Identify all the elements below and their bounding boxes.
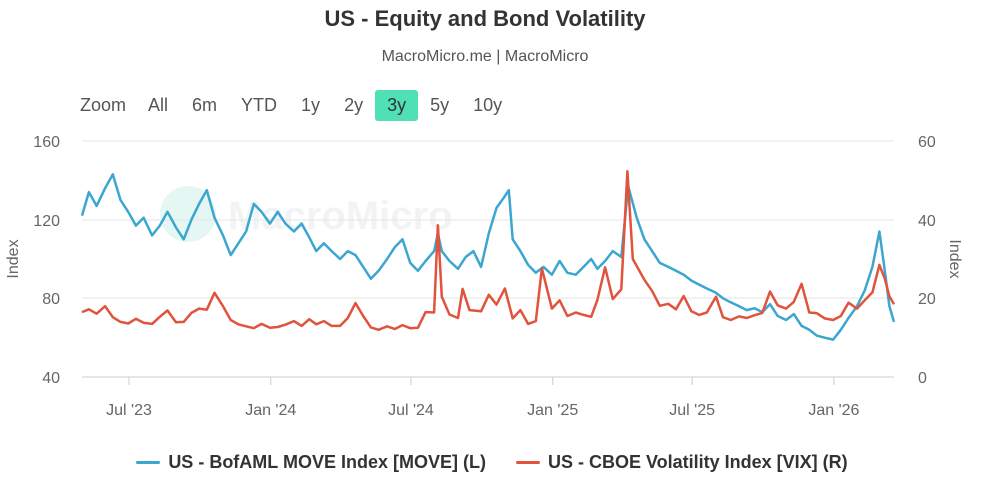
legend-swatch-vix [515,461,540,464]
right-tick-label: 0 [918,370,927,387]
x-tick-label: Jan '25 [527,402,578,419]
right-tick-label: 20 [918,291,936,308]
watermark-text: MacroMicro [228,194,453,238]
legend: US - BofAML MOVE Index [MOVE] (L) US - C… [0,452,984,473]
range-button-10y[interactable]: 10y [473,94,503,115]
x-tick-label: Jan '26 [808,402,859,419]
chart-subtitle: MacroMicro.me | MacroMicro [381,48,589,65]
left-tick-label: 120 [33,213,60,230]
legend-item-move[interactable]: US - BofAML MOVE Index [MOVE] (L) [136,452,486,473]
legend-label-move: US - BofAML MOVE Index [MOVE] (L) [168,452,486,472]
x-tick-label: Jul '24 [388,402,434,419]
range-button-6m[interactable]: 6m [192,94,218,115]
gridlines [82,140,894,378]
zoom-label: Zoom [80,94,127,115]
legend-item-vix[interactable]: US - CBOE Volatility Index [VIX] (R) [515,452,848,473]
series-line-vix[interactable] [81,170,896,332]
right-axis-title: Index [946,239,963,278]
left-tick-label: 40 [42,370,60,387]
x-tick-label: Jul '23 [106,402,152,419]
x-tick-label: Jul '25 [669,402,715,419]
range-button-all[interactable]: All [148,94,169,115]
left-tick-label: 80 [42,291,60,308]
x-tick-label: Jan '24 [245,402,296,419]
range-button-ytd[interactable]: YTD [241,94,278,115]
range-button-5y[interactable]: 5y [430,94,450,115]
legend-swatch-move [136,461,161,464]
chart-title: US - Equity and Bond Volatility [324,6,646,31]
right-tick-label: 60 [918,134,936,151]
range-button-2y[interactable]: 2y [344,94,364,115]
range-button-3y[interactable]: 3y [375,89,419,121]
right-tick-label: 40 [918,213,936,230]
left-axis-title: Index [5,239,22,278]
range-selector: Zoom All 6m YTD 1y 2y 3y 5y 10y [80,89,514,121]
range-button-1y[interactable]: 1y [301,94,321,115]
left-tick-label: 160 [33,134,60,151]
legend-label-vix: US - CBOE Volatility Index [VIX] (R) [547,452,848,472]
